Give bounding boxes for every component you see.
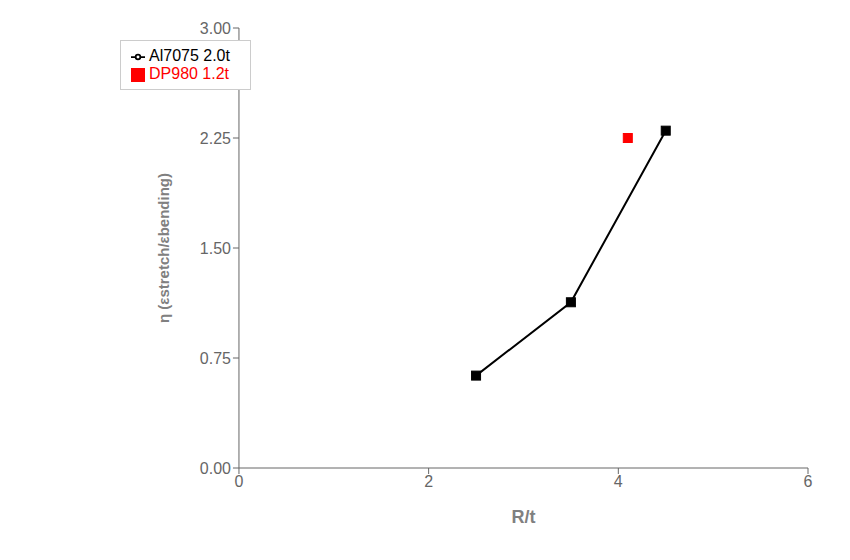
svg-text:0.75: 0.75: [200, 350, 231, 367]
svg-text:2: 2: [424, 473, 433, 490]
svg-text:1.50: 1.50: [200, 240, 231, 257]
svg-text:6: 6: [804, 473, 813, 490]
html-text:Al7075 2.0t: Al7075 2.0t: [149, 47, 230, 64]
svg-text:0.00: 0.00: [200, 460, 231, 477]
svg-text:3.00: 3.00: [200, 20, 231, 37]
svg-text:R/t: R/t: [511, 507, 535, 527]
svg-text:4: 4: [614, 473, 623, 490]
html-text:DP980 1.2t: DP980 1.2t: [149, 65, 230, 82]
svg-text:η (εstretch/εbending): η (εstretch/εbending): [155, 173, 172, 323]
svg-text:2.25: 2.25: [200, 130, 231, 147]
svg-text:0: 0: [235, 473, 244, 490]
